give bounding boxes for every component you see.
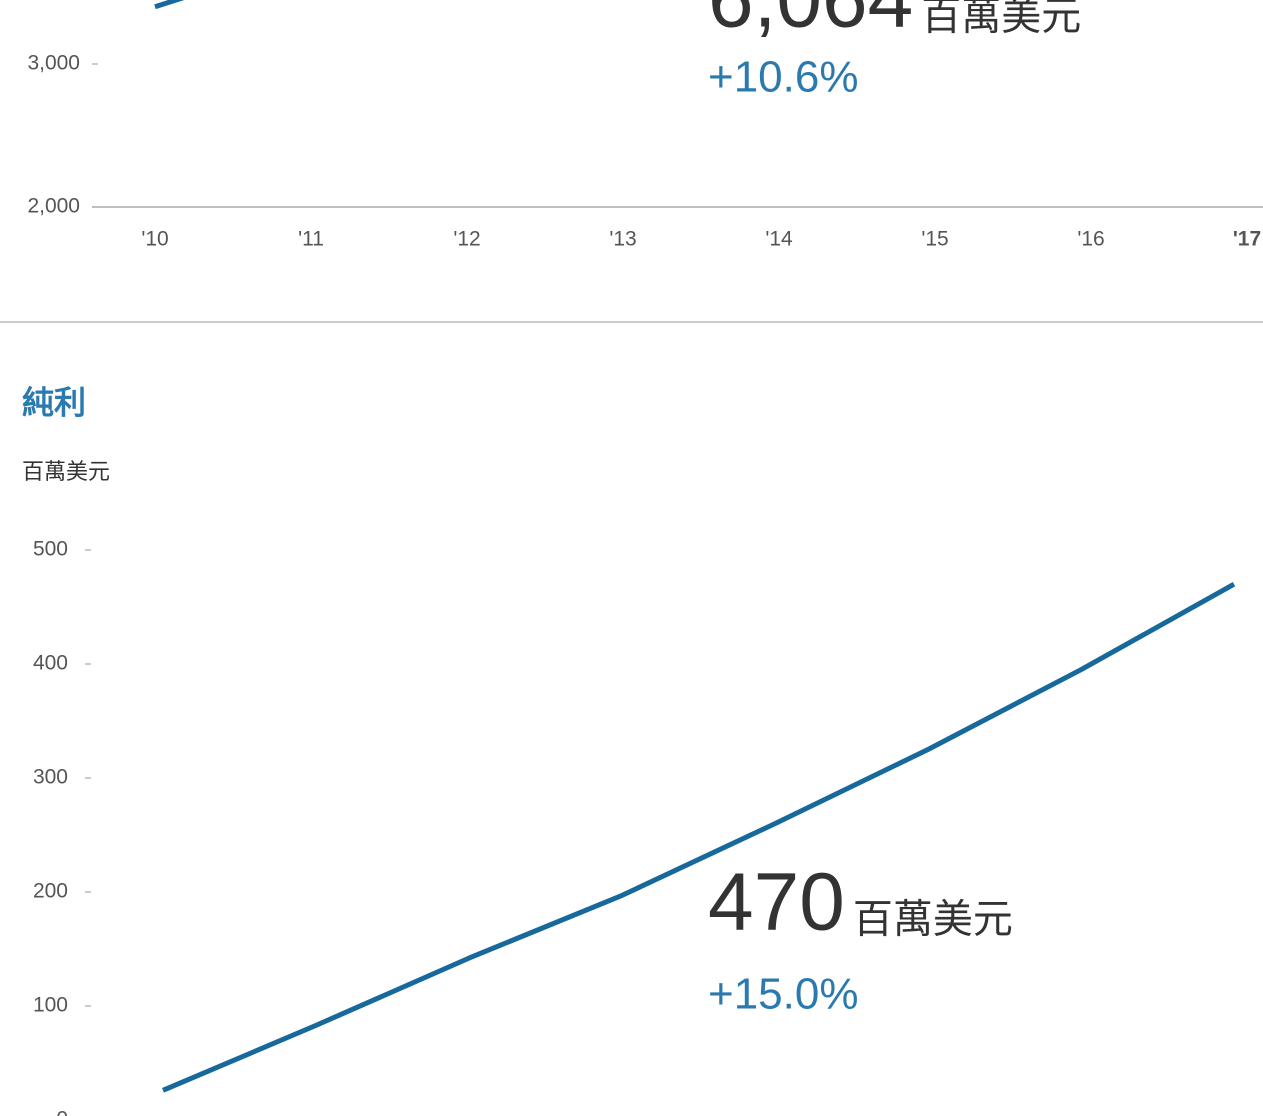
x-tick-label: '13 — [609, 228, 636, 251]
unit-label: 百萬美元 — [22, 459, 110, 484]
change: +15.0% — [708, 970, 858, 1019]
big-value: 470 — [708, 857, 845, 948]
change: +10.6% — [708, 53, 858, 102]
x-tick-label: '15 — [921, 228, 948, 251]
y-tick-label: 300 — [33, 766, 68, 789]
y-tick-label: 100 — [33, 994, 68, 1017]
y-tick-label: 2,000 — [27, 195, 80, 218]
x-tick-label: '10 — [141, 228, 168, 251]
section-title: 純利 — [22, 384, 86, 420]
big-unit: 百萬美元 — [921, 0, 1081, 39]
x-tick-label: '14 — [765, 228, 793, 251]
y-tick-label: 3,000 — [27, 52, 80, 75]
line-series — [162, 582, 1236, 1093]
y-tick-label: 500 — [33, 538, 68, 561]
big-unit: 百萬美元 — [853, 898, 1013, 942]
y-tick-label: 0 — [56, 1108, 68, 1116]
big-value: 6,064 — [708, 0, 913, 45]
y-tick-label: 200 — [33, 880, 68, 903]
y-tick-label: 400 — [33, 652, 68, 675]
x-tick-label: '17 — [1233, 228, 1261, 251]
line-series — [154, 0, 185, 10]
x-tick-label: '11 — [298, 228, 324, 251]
x-tick-label: '16 — [1077, 228, 1104, 251]
x-tick-label: '12 — [453, 228, 480, 251]
